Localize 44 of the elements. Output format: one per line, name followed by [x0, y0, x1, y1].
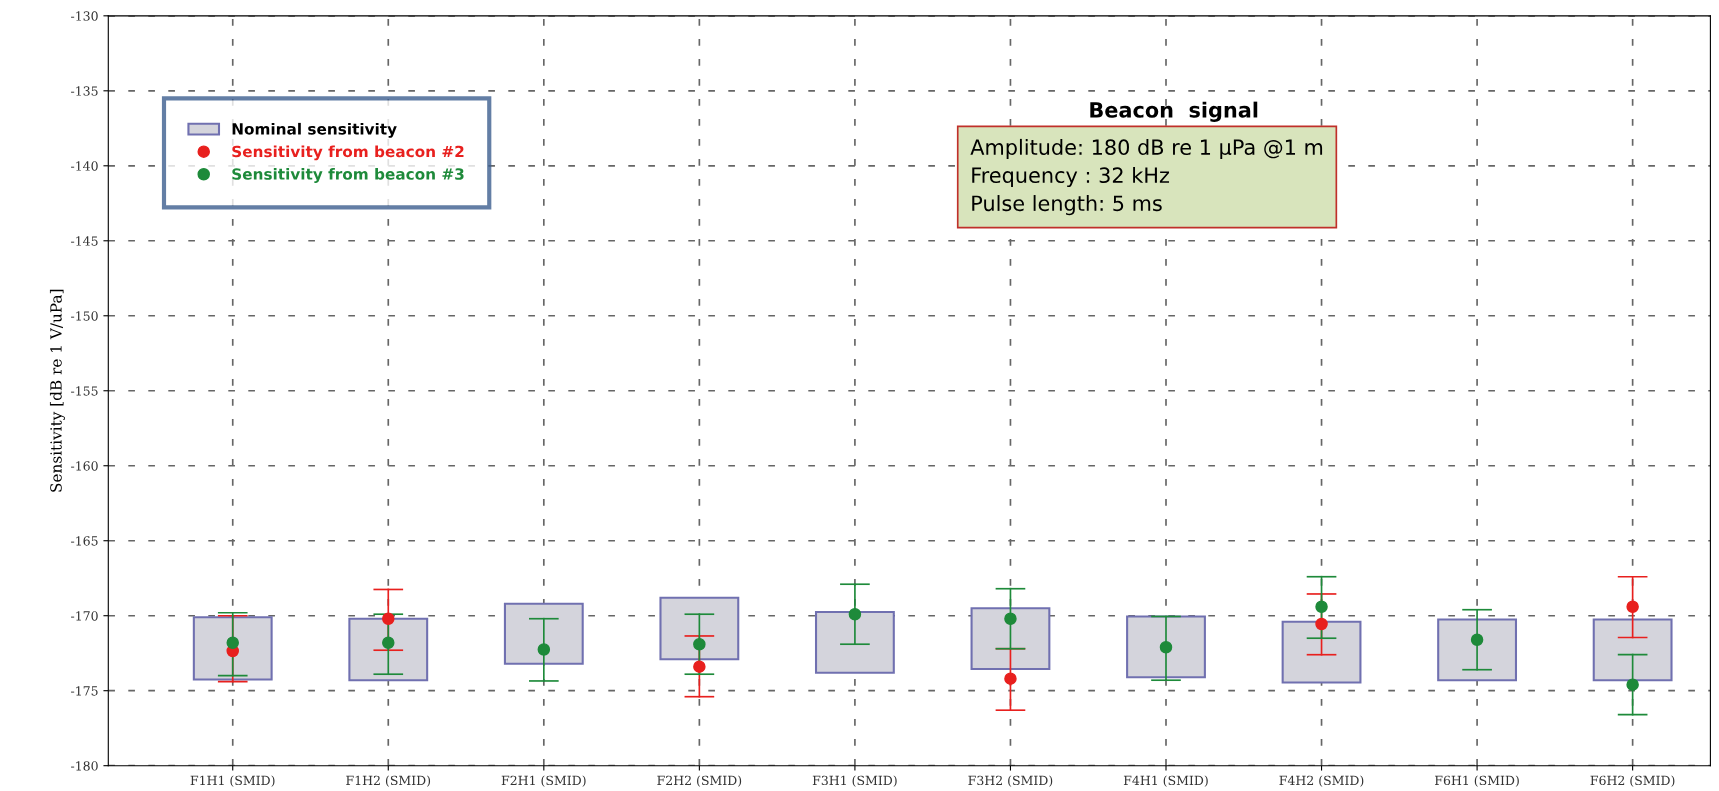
point: [693, 637, 706, 651]
x-tick-label: F6H2 (SMID): [1590, 775, 1675, 787]
x-tick-label: F4H2 (SMID): [1279, 775, 1364, 787]
point: [693, 660, 706, 673]
x-tick-label: F1H1 (SMID): [190, 775, 275, 787]
y-tick-label: -165: [71, 536, 98, 546]
point: [382, 636, 395, 649]
x-tick-label: F6H1 (SMID): [1435, 775, 1519, 787]
y-tick-label: -170: [71, 611, 98, 621]
x-tick-label: F2H1 (SMID): [501, 775, 586, 787]
y-tick-label: -140: [71, 161, 98, 171]
y-tick-label: -135: [71, 86, 98, 96]
point: [1626, 678, 1639, 691]
y-axis-title: Sensitivity [dB re 1 V/uPa]: [49, 289, 65, 492]
x-tick-label: F4H1 (SMID): [1123, 775, 1208, 787]
annotation: Beacon signal: [1090, 101, 1258, 122]
y-tick-label: -160: [71, 461, 98, 471]
x-tick-label: F3H1 (SMID): [812, 775, 897, 787]
y-tick-label: -180: [71, 761, 98, 771]
annotation: Amplitude: 180 dB re 1 µPa @1 m: [970, 138, 1323, 160]
legend-label: Sensitivity from beacon #2: [232, 145, 464, 161]
annotation: Frequency : 32 kHz: [972, 166, 1170, 188]
point: [1315, 617, 1328, 631]
point: [1004, 612, 1017, 625]
point: [1159, 640, 1173, 654]
x-tick-label: F1H2 (SMID): [346, 775, 431, 787]
legend-label: Sensitivity from beacon #3: [232, 167, 464, 183]
point: [1626, 600, 1639, 613]
y-tick-label: -175: [71, 686, 98, 696]
point: [382, 612, 395, 625]
point: [537, 643, 551, 656]
legend-label: Nominal sensitivity: [232, 122, 397, 138]
point: [848, 607, 862, 621]
point: [1470, 633, 1484, 646]
point: [1004, 672, 1017, 685]
x-tick-label: F2H2 (SMID): [657, 775, 742, 787]
y-tick-label: -155: [71, 386, 98, 396]
y-tick-label: -150: [71, 311, 98, 321]
annotation: Pulse length: 5 ms: [972, 195, 1162, 216]
x-tick-label: F3H2 (SMID): [968, 775, 1053, 787]
y-tick-label: -130: [71, 11, 98, 21]
point: [226, 636, 239, 649]
point: [1315, 600, 1328, 613]
y-tick-label: -145: [71, 236, 98, 246]
